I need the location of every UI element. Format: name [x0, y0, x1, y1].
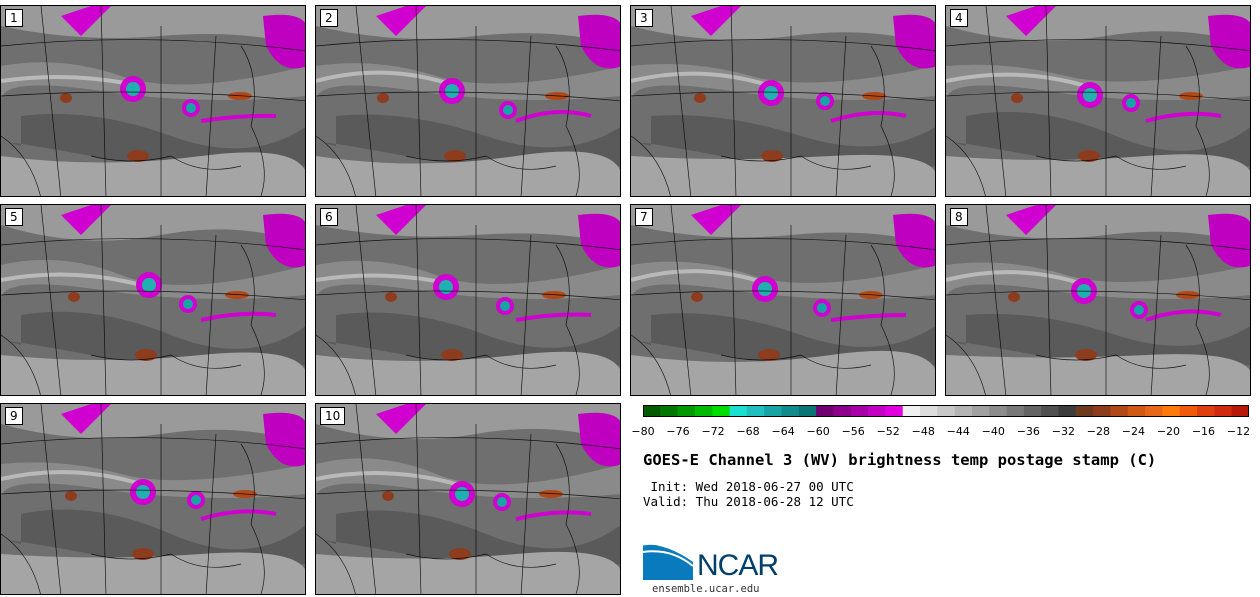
panel-number: 10 [320, 407, 346, 425]
colorbar-swatch [971, 405, 990, 417]
colorbar-tick-label: −24 [1121, 425, 1145, 438]
map-panel: 8 [945, 204, 1251, 396]
map-panel: 1 [0, 5, 306, 197]
colorbar-tick-label: −56 [841, 425, 865, 438]
colorbar-swatch [764, 405, 783, 417]
colorbar-swatch [833, 405, 852, 417]
map-image [631, 205, 935, 395]
panel-number: 8 [950, 208, 968, 226]
map-image [316, 404, 620, 594]
colorbar-swatch [694, 405, 713, 417]
colorbar-swatch [660, 405, 679, 417]
figure-title: GOES-E Channel 3 (WV) brightness temp po… [643, 451, 1157, 469]
colorbar-tick-label: −40 [981, 425, 1005, 438]
colorbar-tick-label: −64 [771, 425, 795, 438]
panel-number: 7 [635, 208, 653, 226]
run-info: Init: Wed 2018-06-27 00 UTC Valid: Thu 2… [643, 479, 854, 509]
map-image [631, 6, 935, 196]
map-image [946, 6, 1250, 196]
colorbar-tick-label: −44 [946, 425, 970, 438]
panel-number: 6 [320, 208, 338, 226]
colorbar-swatch [920, 405, 938, 417]
colorbar-swatch [954, 405, 973, 417]
map-panel: 6 [315, 204, 621, 396]
panel-number: 1 [5, 9, 23, 27]
colorbar-swatch [989, 405, 1008, 417]
colorbar-tick-label: −80 [631, 425, 655, 438]
colorbar-tick-label: −48 [911, 425, 935, 438]
colorbar-swatch [1023, 405, 1042, 417]
map-panel: 9 [0, 403, 306, 595]
colorbar-swatch [746, 405, 765, 417]
colorbar-swatch [677, 405, 696, 417]
map-image [316, 6, 620, 196]
colorbar-tick-label: −16 [1191, 425, 1216, 438]
colorbar-swatch [868, 405, 886, 417]
colorbar-swatch [1214, 405, 1233, 417]
colorbar-tick-label: −72 [701, 425, 725, 438]
colorbar-swatch [729, 405, 748, 417]
colorbar-swatch [1197, 405, 1215, 417]
colorbar-swatch [1162, 405, 1181, 417]
colorbar-swatch [902, 405, 921, 417]
colorbar-tick-label: −20 [1156, 425, 1181, 438]
colorbar-swatch [885, 405, 904, 417]
colorbar-swatch [712, 405, 731, 417]
colorbar-swatch [1179, 405, 1198, 417]
colorbar-tick-label: −68 [736, 425, 760, 438]
map-panel: 7 [630, 204, 936, 396]
panel-number: 2 [320, 9, 338, 27]
colorbar-tick-label: −60 [806, 425, 830, 438]
colorbar-swatch [1127, 405, 1146, 417]
colorbar [643, 405, 1249, 417]
map-panel: 2 [315, 5, 621, 197]
colorbar-swatch [643, 405, 661, 417]
map-image [316, 205, 620, 395]
colorbar-swatch [1093, 405, 1111, 417]
ncar-logo-text: NCAR [697, 549, 779, 582]
colorbar-tick-label: −52 [876, 425, 900, 438]
colorbar-swatch [1110, 405, 1129, 417]
map-image [1, 6, 305, 196]
panel-number: 5 [5, 208, 23, 226]
map-panel: 5 [0, 204, 306, 396]
colorbar-swatch [850, 405, 869, 417]
map-image [946, 205, 1250, 395]
colorbar-swatch [1145, 405, 1163, 417]
colorbar-swatch [1041, 405, 1060, 417]
map-panel: 3 [630, 5, 936, 197]
colorbar-swatch [1075, 405, 1094, 417]
panel-number: 4 [950, 9, 968, 27]
colorbar-swatch [798, 405, 817, 417]
map-panel: 4 [945, 5, 1251, 197]
colorbar-tick-label: −76 [666, 425, 690, 438]
colorbar-swatch [816, 405, 834, 417]
colorbar-swatch [1058, 405, 1077, 417]
map-image [1, 205, 305, 395]
valid-time: Valid: Thu 2018-06-28 12 UTC [643, 494, 854, 509]
colorbar-tick-label: −36 [1016, 425, 1040, 438]
colorbar-swatch [937, 405, 956, 417]
colorbar-tick-label: −12 [1226, 425, 1251, 438]
panel-number: 3 [635, 9, 653, 27]
colorbar-swatch [1231, 405, 1249, 417]
map-panel: 10 [315, 403, 621, 595]
colorbar-tick-label: −32 [1051, 425, 1075, 438]
panel-number: 9 [5, 407, 23, 425]
map-image [1, 404, 305, 594]
website-url: ensemble.ucar.edu [652, 583, 760, 595]
ncar-logo-icon [643, 541, 694, 580]
colorbar-swatch [781, 405, 800, 417]
colorbar-tick-label: −28 [1086, 425, 1110, 438]
colorbar-swatch [1006, 405, 1025, 417]
init-time: Init: Wed 2018-06-27 00 UTC [643, 479, 854, 494]
